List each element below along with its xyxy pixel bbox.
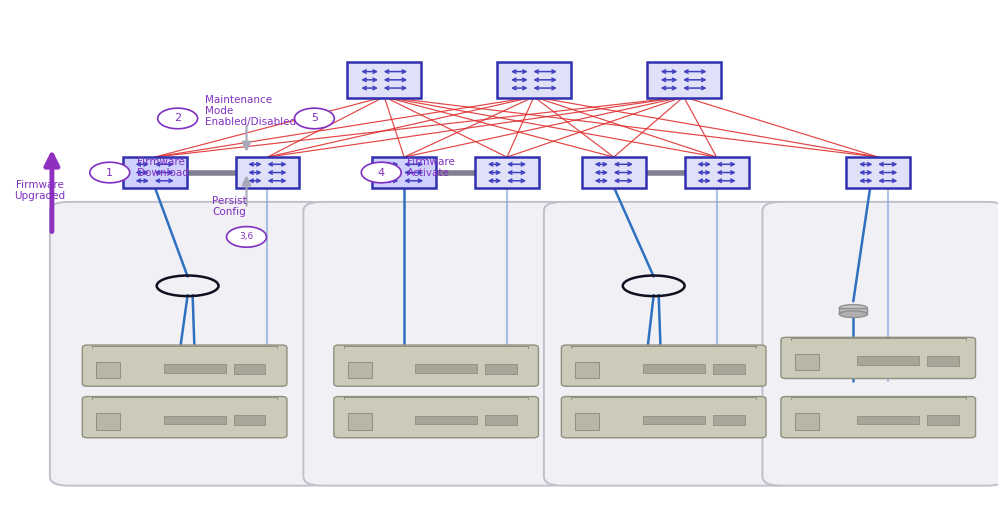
FancyBboxPatch shape [780, 397, 976, 438]
Text: Maintenance
Mode
Enabled/Disabled: Maintenance Mode Enabled/Disabled [205, 95, 295, 127]
FancyBboxPatch shape [582, 157, 646, 188]
Circle shape [294, 108, 334, 129]
FancyBboxPatch shape [857, 356, 919, 365]
Text: Firmware
Download: Firmware Download [137, 157, 189, 178]
FancyBboxPatch shape [236, 157, 299, 188]
FancyBboxPatch shape [561, 397, 766, 438]
FancyBboxPatch shape [544, 202, 794, 486]
FancyBboxPatch shape [575, 362, 599, 378]
FancyBboxPatch shape [82, 397, 286, 438]
FancyBboxPatch shape [164, 364, 226, 373]
Ellipse shape [839, 305, 867, 311]
Text: Persist
Config: Persist Config [213, 196, 247, 217]
FancyBboxPatch shape [485, 364, 517, 374]
FancyBboxPatch shape [303, 202, 569, 486]
FancyBboxPatch shape [485, 415, 517, 425]
FancyBboxPatch shape [348, 362, 371, 378]
FancyBboxPatch shape [123, 157, 187, 188]
Ellipse shape [839, 311, 867, 317]
FancyBboxPatch shape [415, 416, 477, 424]
FancyBboxPatch shape [497, 61, 571, 98]
Circle shape [361, 162, 401, 183]
FancyBboxPatch shape [164, 416, 226, 424]
FancyBboxPatch shape [96, 413, 120, 430]
FancyBboxPatch shape [372, 157, 436, 188]
FancyBboxPatch shape [643, 416, 705, 424]
FancyBboxPatch shape [234, 364, 265, 374]
FancyBboxPatch shape [475, 157, 539, 188]
Circle shape [90, 162, 130, 183]
FancyBboxPatch shape [794, 354, 818, 370]
FancyBboxPatch shape [927, 356, 959, 366]
FancyBboxPatch shape [857, 416, 919, 424]
FancyBboxPatch shape [846, 157, 910, 188]
Text: Firmware
Upgraded: Firmware Upgraded [14, 180, 66, 201]
Circle shape [158, 108, 198, 129]
FancyBboxPatch shape [575, 413, 599, 430]
FancyBboxPatch shape [713, 364, 745, 374]
FancyBboxPatch shape [780, 337, 976, 379]
FancyBboxPatch shape [82, 345, 286, 386]
FancyBboxPatch shape [561, 345, 766, 386]
FancyBboxPatch shape [50, 202, 327, 486]
FancyBboxPatch shape [685, 157, 748, 188]
FancyBboxPatch shape [347, 61, 421, 98]
FancyBboxPatch shape [348, 413, 371, 430]
Text: Firmware
Activate: Firmware Activate [407, 157, 455, 178]
FancyBboxPatch shape [96, 362, 120, 378]
FancyBboxPatch shape [713, 415, 745, 425]
FancyBboxPatch shape [333, 397, 539, 438]
Text: 1: 1 [106, 167, 114, 178]
FancyBboxPatch shape [647, 61, 721, 98]
Text: 3,6: 3,6 [240, 232, 253, 242]
Text: 5: 5 [310, 113, 318, 124]
Circle shape [227, 227, 266, 247]
Text: 4: 4 [377, 167, 385, 178]
FancyBboxPatch shape [794, 413, 818, 430]
FancyBboxPatch shape [234, 415, 265, 425]
Text: 2: 2 [174, 113, 182, 124]
FancyBboxPatch shape [927, 415, 959, 425]
FancyBboxPatch shape [839, 308, 867, 314]
FancyBboxPatch shape [415, 364, 477, 373]
FancyBboxPatch shape [762, 202, 998, 486]
FancyBboxPatch shape [643, 364, 705, 373]
FancyBboxPatch shape [333, 345, 539, 386]
